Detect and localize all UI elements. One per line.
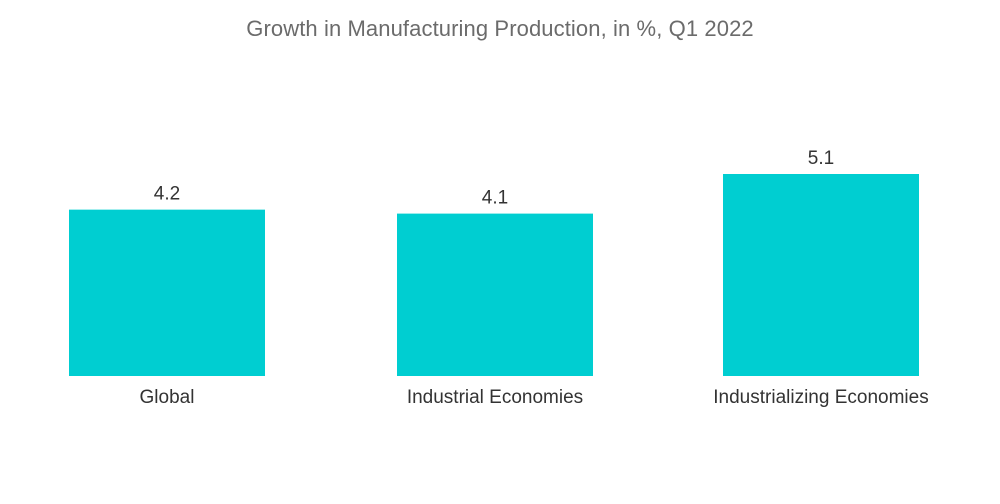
value-label: 4.1 bbox=[482, 188, 508, 209]
bar-industrializing-economies bbox=[723, 174, 919, 376]
bar-industrial-economies bbox=[397, 213, 593, 376]
category-label: Industrializing Economies bbox=[713, 387, 928, 408]
value-label: 4.2 bbox=[154, 184, 180, 205]
bars-layer: 4.2 Global 4.1 Industrial Economies 5.1 Indus… bbox=[69, 148, 929, 408]
category-label: Global bbox=[140, 387, 195, 408]
bar-global bbox=[69, 209, 265, 376]
category-label: Industrial Economies bbox=[407, 387, 583, 408]
chart-title: Growth in Manufacturing Production, in %… bbox=[246, 16, 754, 41]
value-label: 5.1 bbox=[808, 148, 834, 169]
